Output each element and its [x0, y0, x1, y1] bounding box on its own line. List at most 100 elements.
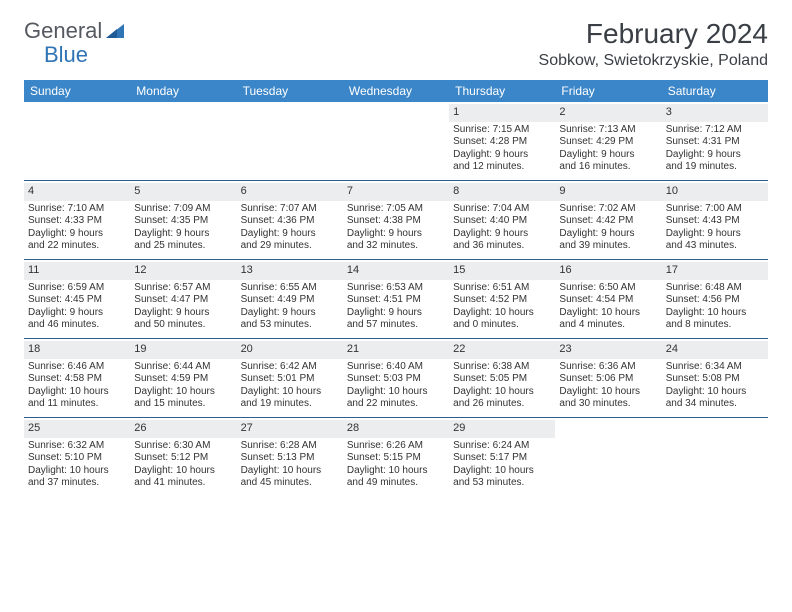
sunset-text: Sunset: 5:01 PM [241, 373, 339, 386]
day-number: 4 [24, 183, 130, 201]
daylight-line1: Daylight: 9 hours [453, 228, 551, 241]
calendar-week: 25Sunrise: 6:32 AMSunset: 5:10 PMDayligh… [24, 417, 768, 496]
sunrise-text: Sunrise: 6:28 AM [241, 440, 339, 453]
sunrise-text: Sunrise: 7:04 AM [453, 203, 551, 216]
calendar-day: 17Sunrise: 6:48 AMSunset: 4:56 PMDayligh… [662, 260, 768, 338]
daylight-line2: and 32 minutes. [347, 240, 445, 253]
daylight-line1: Daylight: 9 hours [134, 307, 232, 320]
day-number: 21 [343, 341, 449, 359]
sunset-text: Sunset: 5:08 PM [666, 373, 764, 386]
calendar-day: 3Sunrise: 7:12 AMSunset: 4:31 PMDaylight… [662, 102, 768, 180]
daylight-line2: and 16 minutes. [559, 161, 657, 174]
sunrise-text: Sunrise: 6:38 AM [453, 361, 551, 374]
calendar-week: 18Sunrise: 6:46 AMSunset: 4:58 PMDayligh… [24, 338, 768, 417]
sunrise-text: Sunrise: 7:05 AM [347, 203, 445, 216]
daylight-line2: and 8 minutes. [666, 319, 764, 332]
calendar-day [24, 102, 130, 180]
day-number: 19 [130, 341, 236, 359]
header: General February 2024 Sobkow, Swietokrzy… [24, 18, 768, 70]
calendar-day: 2Sunrise: 7:13 AMSunset: 4:29 PMDaylight… [555, 102, 661, 180]
day-number: 23 [555, 341, 661, 359]
daylight-line1: Daylight: 9 hours [559, 228, 657, 241]
daylight-line2: and 50 minutes. [134, 319, 232, 332]
calendar-day: 23Sunrise: 6:36 AMSunset: 5:06 PMDayligh… [555, 339, 661, 417]
brand-part2: Blue [44, 42, 88, 68]
calendar-day [662, 418, 768, 496]
day-number: 26 [130, 420, 236, 438]
dow-wednesday: Wednesday [343, 80, 449, 102]
daylight-line1: Daylight: 9 hours [666, 149, 764, 162]
sunrise-text: Sunrise: 7:10 AM [28, 203, 126, 216]
calendar-day: 12Sunrise: 6:57 AMSunset: 4:47 PMDayligh… [130, 260, 236, 338]
sunset-text: Sunset: 5:05 PM [453, 373, 551, 386]
calendar-day: 19Sunrise: 6:44 AMSunset: 4:59 PMDayligh… [130, 339, 236, 417]
daylight-line2: and 19 minutes. [241, 398, 339, 411]
daylight-line2: and 26 minutes. [453, 398, 551, 411]
day-number: 27 [237, 420, 343, 438]
sunset-text: Sunset: 5:17 PM [453, 452, 551, 465]
sunrise-text: Sunrise: 6:53 AM [347, 282, 445, 295]
daylight-line2: and 19 minutes. [666, 161, 764, 174]
sunset-text: Sunset: 4:58 PM [28, 373, 126, 386]
calendar-day: 6Sunrise: 7:07 AMSunset: 4:36 PMDaylight… [237, 181, 343, 259]
calendar-day: 18Sunrise: 6:46 AMSunset: 4:58 PMDayligh… [24, 339, 130, 417]
sunrise-text: Sunrise: 6:24 AM [453, 440, 551, 453]
brand-part1: General [24, 18, 102, 44]
calendar-day: 26Sunrise: 6:30 AMSunset: 5:12 PMDayligh… [130, 418, 236, 496]
day-number: 20 [237, 341, 343, 359]
day-of-week-header: Sunday Monday Tuesday Wednesday Thursday… [24, 80, 768, 102]
daylight-line2: and 41 minutes. [134, 477, 232, 490]
sunrise-text: Sunrise: 6:44 AM [134, 361, 232, 374]
day-number: 12 [130, 262, 236, 280]
calendar-day: 28Sunrise: 6:26 AMSunset: 5:15 PMDayligh… [343, 418, 449, 496]
location: Sobkow, Swietokrzyskie, Poland [539, 52, 768, 70]
sunset-text: Sunset: 4:52 PM [453, 294, 551, 307]
sunset-text: Sunset: 4:59 PM [134, 373, 232, 386]
daylight-line1: Daylight: 9 hours [134, 228, 232, 241]
sunrise-text: Sunrise: 6:40 AM [347, 361, 445, 374]
day-number: 6 [237, 183, 343, 201]
daylight-line1: Daylight: 9 hours [241, 228, 339, 241]
sunset-text: Sunset: 4:43 PM [666, 215, 764, 228]
day-number: 3 [662, 104, 768, 122]
sunrise-text: Sunrise: 6:34 AM [666, 361, 764, 374]
day-number: 5 [130, 183, 236, 201]
daylight-line1: Daylight: 10 hours [453, 465, 551, 478]
sunrise-text: Sunrise: 6:50 AM [559, 282, 657, 295]
dow-saturday: Saturday [662, 80, 768, 102]
daylight-line1: Daylight: 10 hours [453, 307, 551, 320]
daylight-line1: Daylight: 9 hours [28, 307, 126, 320]
day-number: 16 [555, 262, 661, 280]
daylight-line2: and 11 minutes. [28, 398, 126, 411]
daylight-line1: Daylight: 10 hours [559, 386, 657, 399]
calendar-day [555, 418, 661, 496]
sunrise-text: Sunrise: 6:51 AM [453, 282, 551, 295]
calendar-day: 16Sunrise: 6:50 AMSunset: 4:54 PMDayligh… [555, 260, 661, 338]
daylight-line1: Daylight: 10 hours [28, 386, 126, 399]
daylight-line2: and 53 minutes. [453, 477, 551, 490]
dow-thursday: Thursday [449, 80, 555, 102]
sunset-text: Sunset: 5:15 PM [347, 452, 445, 465]
calendar-day: 27Sunrise: 6:28 AMSunset: 5:13 PMDayligh… [237, 418, 343, 496]
calendar-day: 13Sunrise: 6:55 AMSunset: 4:49 PMDayligh… [237, 260, 343, 338]
calendar-day [237, 102, 343, 180]
daylight-line1: Daylight: 9 hours [453, 149, 551, 162]
daylight-line2: and 12 minutes. [453, 161, 551, 174]
day-number: 28 [343, 420, 449, 438]
day-number: 7 [343, 183, 449, 201]
daylight-line2: and 0 minutes. [453, 319, 551, 332]
logo-triangle-icon [106, 24, 124, 38]
calendar-day: 7Sunrise: 7:05 AMSunset: 4:38 PMDaylight… [343, 181, 449, 259]
calendar-day: 9Sunrise: 7:02 AMSunset: 4:42 PMDaylight… [555, 181, 661, 259]
sunset-text: Sunset: 4:49 PM [241, 294, 339, 307]
daylight-line1: Daylight: 9 hours [347, 307, 445, 320]
sunset-text: Sunset: 5:13 PM [241, 452, 339, 465]
day-number: 24 [662, 341, 768, 359]
day-number: 10 [662, 183, 768, 201]
day-number: 11 [24, 262, 130, 280]
daylight-line1: Daylight: 10 hours [347, 386, 445, 399]
calendar-grid: 1Sunrise: 7:15 AMSunset: 4:28 PMDaylight… [24, 102, 768, 496]
daylight-line1: Daylight: 10 hours [134, 465, 232, 478]
sunset-text: Sunset: 4:28 PM [453, 136, 551, 149]
daylight-line1: Daylight: 10 hours [347, 465, 445, 478]
